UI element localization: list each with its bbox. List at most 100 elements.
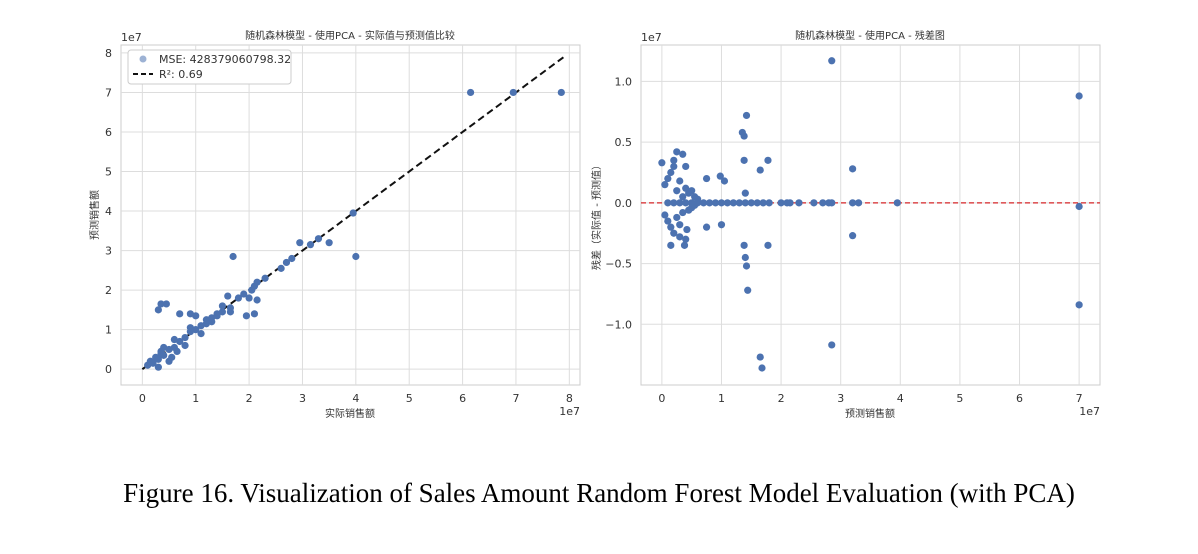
x-tick-label: 2 — [778, 392, 785, 405]
data-point — [679, 193, 687, 201]
y-axis-label-left: 预测销售额 — [88, 190, 101, 240]
data-point — [741, 253, 749, 262]
data-point — [154, 355, 162, 363]
data-point — [740, 156, 748, 164]
data-point — [253, 278, 261, 286]
chart-residuals: 0 1 2 3 4 5 6 7 −1.0 −0.5 0.0 0.5 1.0 随机森林模型 - 使用PCA… — [590, 29, 1101, 420]
data-point — [679, 150, 687, 158]
data-point — [741, 199, 749, 207]
data-point — [213, 312, 221, 320]
data-point — [723, 199, 732, 207]
data-point — [466, 88, 475, 97]
data-point — [717, 199, 726, 207]
data-point — [661, 181, 669, 189]
data-point — [753, 199, 761, 207]
data-point — [716, 172, 724, 180]
x-tick-label: 1 — [718, 392, 725, 405]
y-tick-label: 1.0 — [615, 75, 633, 88]
data-point — [849, 232, 857, 240]
data-point — [740, 132, 748, 140]
legend-box — [127, 49, 292, 85]
x-tick-label: 4 — [897, 392, 904, 405]
data-point — [759, 199, 767, 207]
data-point — [682, 162, 690, 171]
x-tick-label: 0 — [139, 392, 146, 405]
data-point — [240, 290, 248, 298]
data-point — [670, 162, 678, 171]
x-scale-label-right: 1e7 — [1079, 405, 1100, 418]
points-left — [144, 88, 565, 371]
y-tick-label: 4 — [105, 205, 112, 218]
y-tick-label: −0.5 — [605, 258, 632, 271]
data-point — [673, 187, 681, 195]
data-point — [154, 306, 162, 314]
data-point — [849, 199, 857, 207]
data-point — [819, 199, 827, 207]
data-point — [234, 294, 243, 302]
data-point — [202, 316, 210, 324]
data-point — [676, 177, 684, 185]
data-point — [705, 199, 714, 207]
x-axis-label-right: 预测销售额 — [845, 407, 895, 420]
data-point — [218, 308, 227, 316]
data-point — [1075, 301, 1083, 309]
data-point — [670, 229, 678, 237]
data-point — [676, 221, 684, 229]
ticks-left: 0 1 2 3 4 5 6 7 8 0 1 2 3 4 5 6 7 8 — [105, 47, 573, 405]
data-point — [777, 199, 785, 207]
y-scale-label-right: 1e7 — [641, 31, 662, 44]
data-point — [250, 310, 259, 318]
data-point — [352, 252, 360, 261]
x-tick-label: 5 — [406, 392, 413, 405]
data-point — [226, 308, 235, 316]
figure-canvas: 0 1 2 3 4 5 6 7 8 0 1 2 3 4 5 6 7 8 随机森林模型 - 使用PCA - 实际值与… — [88, 29, 1101, 420]
data-point — [810, 199, 818, 207]
data-point — [795, 199, 803, 207]
data-point — [288, 254, 296, 263]
data-point — [854, 199, 863, 207]
data-point — [673, 213, 681, 222]
data-point — [277, 264, 285, 272]
data-point — [314, 235, 323, 243]
data-point — [765, 199, 773, 207]
y-tick-label: 3 — [105, 245, 112, 258]
ticks-right: 0 1 2 3 4 5 6 7 −1.0 −0.5 0.0 0.5 1.0 — [605, 75, 1082, 405]
data-point — [729, 199, 737, 207]
data-point — [735, 199, 743, 207]
data-point — [742, 111, 751, 120]
y-tick-label: 0.5 — [615, 136, 633, 149]
data-point — [680, 241, 689, 249]
data-point — [224, 292, 232, 300]
data-point — [740, 241, 748, 249]
data-point — [828, 341, 836, 349]
data-point — [828, 199, 836, 207]
data-point — [756, 166, 764, 174]
y-tick-label: 5 — [105, 166, 112, 179]
data-point — [667, 168, 675, 177]
data-point — [688, 187, 696, 195]
y-tick-label: 6 — [105, 126, 112, 139]
data-point — [661, 211, 669, 219]
grid-left — [121, 45, 580, 385]
data-point — [756, 353, 764, 361]
x-tick-label: 7 — [512, 392, 519, 405]
data-point — [682, 235, 690, 243]
x-tick-label: 3 — [299, 392, 306, 405]
chart-title-left: 随机森林模型 - 使用PCA - 实际值与预测值比较 — [245, 29, 455, 42]
x-tick-label: 2 — [246, 392, 253, 405]
grid-right — [641, 45, 1100, 385]
chart-actual-vs-predicted: 0 1 2 3 4 5 6 7 8 0 1 2 3 4 5 6 7 8 随机森林模型 - 使用PCA - 实际值与… — [88, 29, 581, 420]
x-axis-label-left: 实际销售额 — [325, 407, 375, 420]
data-point — [176, 310, 184, 318]
data-point — [828, 57, 836, 65]
figure-caption: Figure 16. Visualization of Sales Amount… — [123, 478, 1075, 508]
y-tick-label: 8 — [105, 47, 112, 60]
y-tick-label: 0 — [105, 363, 112, 376]
data-point — [667, 223, 675, 231]
data-point — [160, 343, 168, 352]
data-point — [253, 296, 261, 304]
data-point — [162, 300, 170, 308]
data-point — [676, 233, 684, 241]
data-point — [282, 258, 291, 267]
plot-frame-right — [640, 44, 1101, 386]
